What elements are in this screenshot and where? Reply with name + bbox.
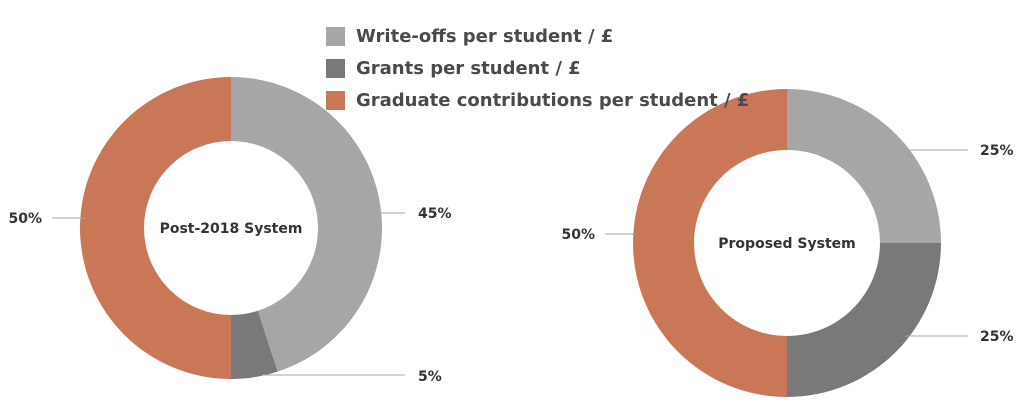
legend-label-write-offs: Write-offs per student / £ (356, 25, 614, 47)
chart-center-title: Proposed System (718, 236, 855, 252)
slice-grants-per-student (787, 243, 941, 397)
legend-entry-write-offs: Write-offs per student / £ (326, 20, 749, 52)
legend-label-graduate-contributions: Graduate contributions per student / £ (356, 89, 750, 111)
slice-grants-per-student (231, 310, 278, 379)
slice-graduate-contributions-per-student (633, 89, 787, 397)
chart-center-title: Post-2018 System (160, 221, 303, 237)
donut-proposed-system: 25% 25% 50% Proposed System (561, 89, 1014, 397)
legend-entry-graduate-contributions: Graduate contributions per student / £ (326, 84, 749, 116)
legend-swatch-write-offs (326, 26, 345, 46)
legend-swatch-grants (326, 58, 345, 78)
data-label-grants-per-student: 25% (980, 329, 1014, 345)
legend-swatch-graduate-contributions (326, 90, 345, 110)
slice-write-offs-per-student (231, 77, 382, 372)
donut-post-2018-system: 45% 5% 50% Post-2018 System (8, 77, 452, 385)
slice-write-offs-per-student (787, 89, 941, 243)
data-label-write-offs-per-student: 45% (418, 206, 452, 222)
data-label-grants-per-student: 5% (418, 369, 442, 385)
chart-legend: Write-offs per student / £ Grants per st… (326, 20, 749, 116)
legend-entry-grants: Grants per student / £ (326, 52, 749, 84)
legend-label-grants: Grants per student / £ (356, 57, 581, 79)
data-label-write-offs-per-student: 25% (980, 143, 1014, 159)
data-label-graduate-contributions-per-student: 50% (8, 211, 42, 227)
slice-graduate-contributions-per-student (80, 77, 231, 379)
data-label-graduate-contributions-per-student: 50% (561, 227, 595, 243)
